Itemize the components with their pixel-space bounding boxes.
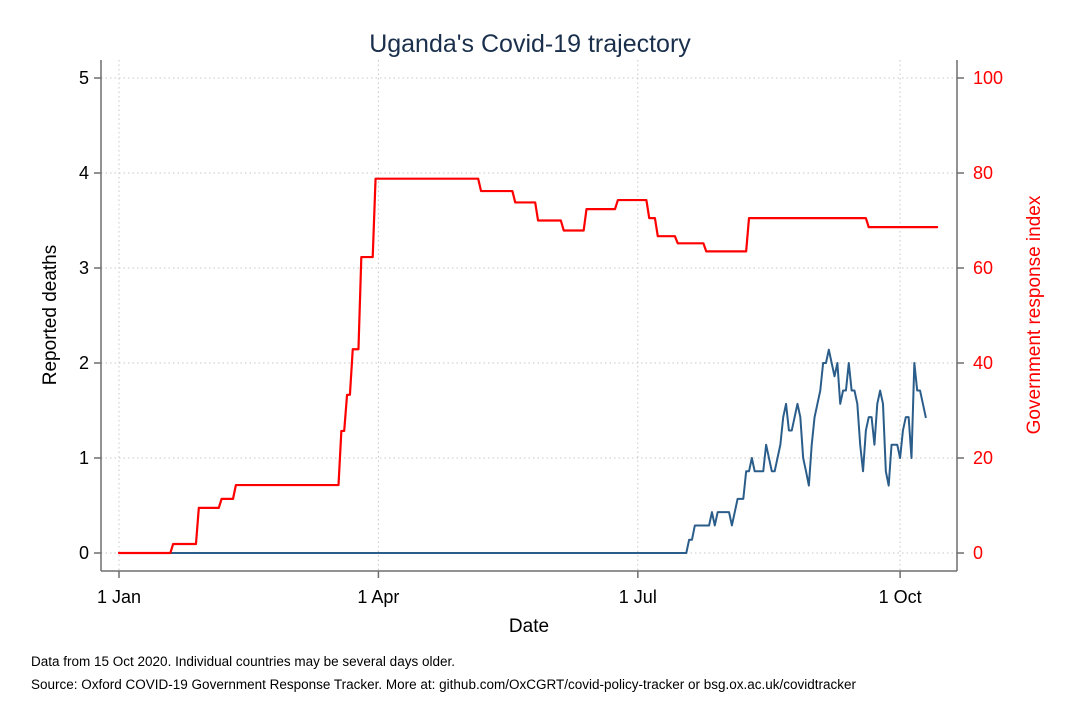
y-right-tick-label: 40 xyxy=(973,353,993,373)
y-left-tick-label: 4 xyxy=(79,163,89,183)
y-axis-left-label: Reported deaths xyxy=(40,245,61,386)
y-right-tick-label: 20 xyxy=(973,448,993,468)
footnote-source: Source: Oxford COVID-19 Government Respo… xyxy=(31,677,857,692)
y-right-tick-label: 80 xyxy=(973,163,993,183)
chart-title: Uganda's Covid-19 trajectory xyxy=(369,30,691,58)
y-axis-right-label: Government response index xyxy=(1024,195,1045,434)
y-axis-left-ticks: 0 1 2 3 4 5 xyxy=(79,68,101,563)
y-left-tick-label: 0 xyxy=(79,543,89,563)
y-right-tick-label: 0 xyxy=(973,543,983,563)
series-line-government-response-index xyxy=(117,177,939,555)
y-axis-right-ticks: 0 20 40 60 80 100 xyxy=(957,68,1003,563)
y-left-tick-label: 5 xyxy=(79,68,89,88)
series-line-reported-deaths xyxy=(118,348,927,554)
footnote-data-date: Data from 15 Oct 2020. Individual countr… xyxy=(31,654,455,669)
x-axis-label: Date xyxy=(509,616,549,637)
axes xyxy=(100,60,958,572)
y-right-tick-label: 60 xyxy=(973,258,993,278)
y-left-tick-label: 1 xyxy=(79,448,89,468)
y-left-tick-label: 2 xyxy=(79,353,89,373)
x-tick-label: 1 Jan xyxy=(97,587,141,607)
y-right-tick-label: 100 xyxy=(973,68,1003,88)
x-tick-label: 1 Oct xyxy=(879,587,922,607)
x-tick-label: 1 Jul xyxy=(619,587,657,607)
series-lines xyxy=(117,177,939,555)
x-axis-ticks: 1 Jan 1 Apr 1 Jul 1 Oct xyxy=(97,571,922,607)
x-tick-label: 1 Apr xyxy=(357,587,399,607)
y-left-tick-label: 3 xyxy=(79,258,89,278)
